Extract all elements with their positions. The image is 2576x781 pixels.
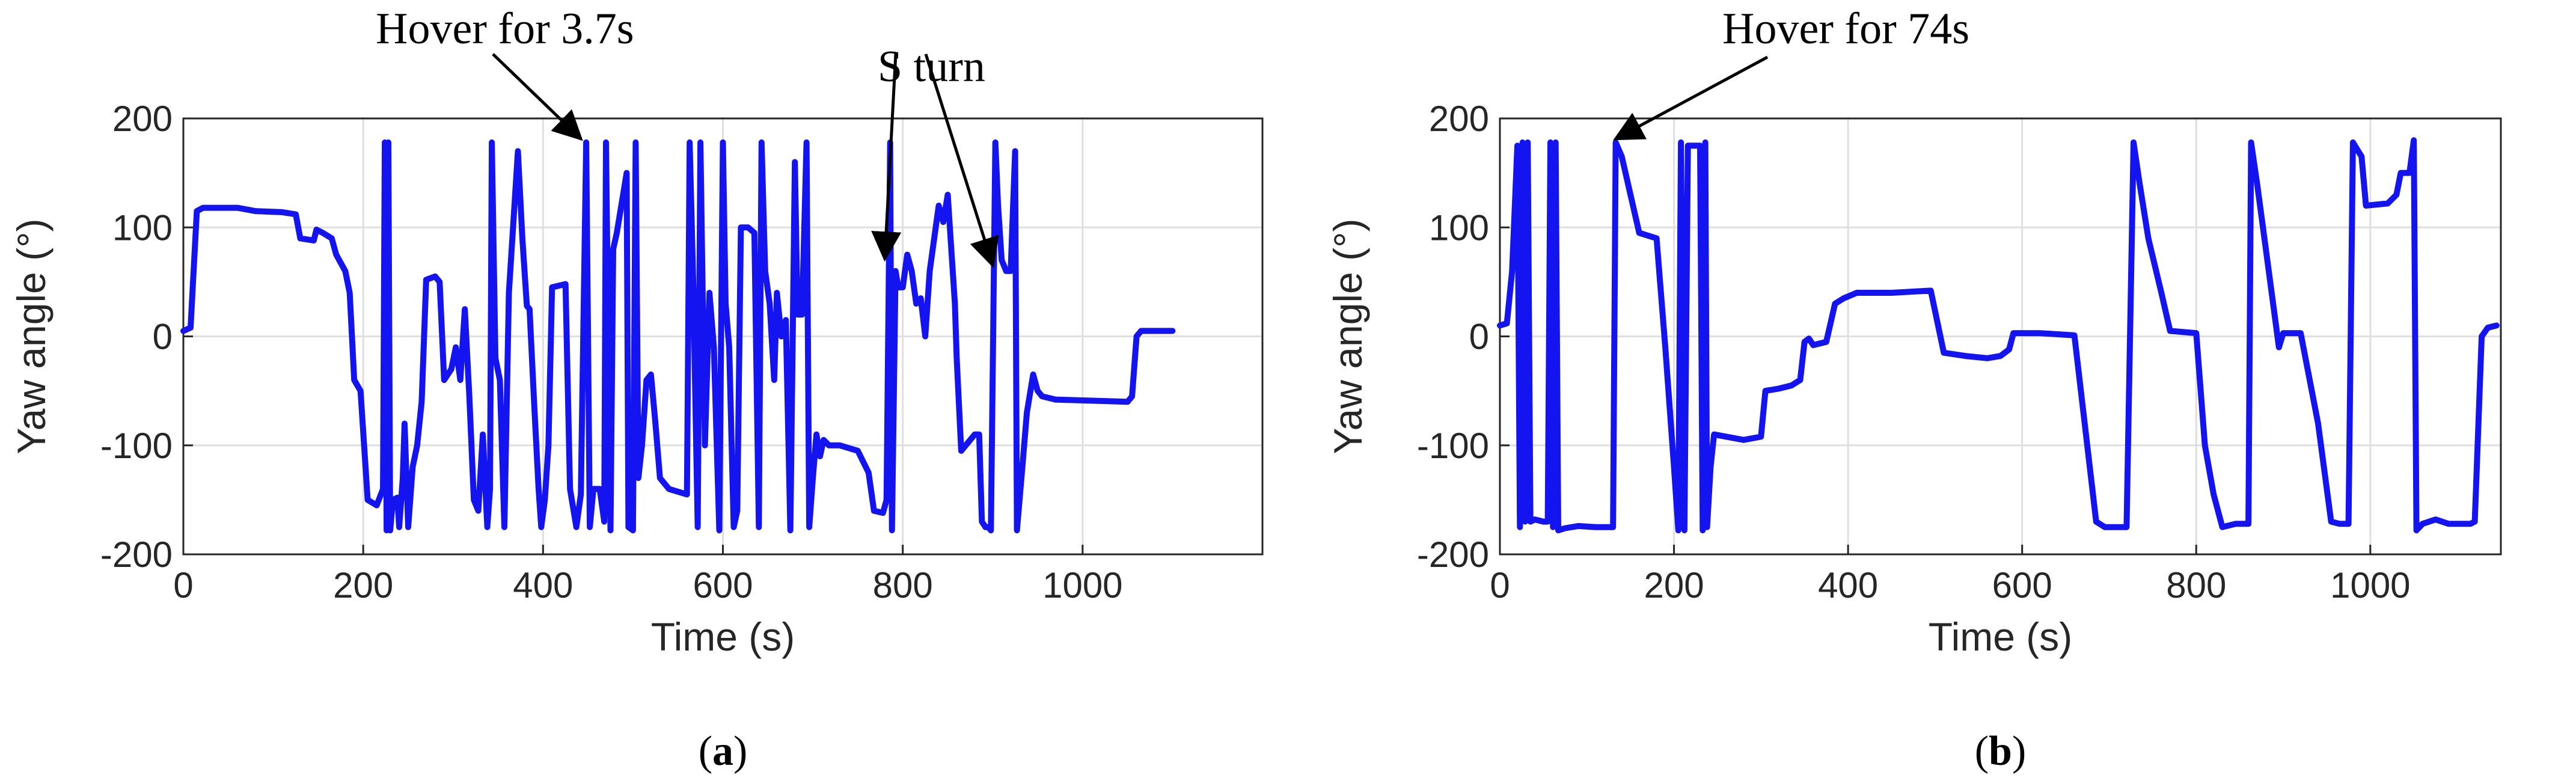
x-tick-label: 400: [513, 565, 573, 605]
y-ticks-a: -200 -100 0 100 200: [100, 99, 193, 575]
annotation-arrow: [924, 54, 999, 268]
annotation-text: Hover for 3.7s: [376, 4, 634, 54]
x-tick-label: 0: [1490, 565, 1510, 605]
x-tick-label: 0: [173, 565, 193, 605]
caption-b: (b): [1975, 728, 2027, 774]
x-axis-label-b: Time (s): [1929, 614, 2073, 659]
annotation-arrow: [1613, 55, 1769, 141]
y-tick-label: -200: [100, 534, 173, 575]
x-tick-label: 1000: [2330, 565, 2410, 605]
y-tick-label: 200: [1429, 99, 1489, 139]
y-ticks-b: -200 -100 0 100 200: [1417, 99, 1510, 575]
x-axis-label-a: Time (s): [651, 614, 795, 659]
y-tick-label: -200: [1417, 534, 1489, 575]
x-tick-label: 1000: [1042, 565, 1122, 605]
y-tick-label: 100: [112, 207, 173, 248]
yaw-series-b: [1497, 137, 2500, 534]
chart-panel-b: 0 200 400 600 800 1000 -200 -100 0 100 200 Time (…: [1326, 4, 2502, 774]
x-tick-label: 600: [1992, 565, 2052, 605]
annotations-b: Hover for 74s: [1613, 4, 1969, 141]
y-axis-label-a: Yaw angle (°): [9, 218, 54, 454]
x-tick-label: 600: [693, 565, 753, 605]
y-tick-label: 0: [153, 317, 173, 357]
x-ticks-b: 0 200 400 600 800 1000: [1490, 545, 2411, 605]
yaw-series-a: [180, 139, 1176, 534]
x-ticks-a: 0 200 400 600 800 1000: [173, 545, 1123, 605]
chart-panel-a: 0 200 400 600 800 1000 -200 -100 0 100 200 Time (…: [9, 4, 1264, 774]
x-tick-label: 400: [1818, 565, 1878, 605]
x-tick-label: 200: [333, 565, 393, 605]
annotations-a: Hover for 3.7sS turn: [376, 4, 999, 268]
annotation-text: Hover for 74s: [1722, 4, 1969, 54]
x-tick-label: 800: [2166, 565, 2226, 605]
annotation-arrow: [871, 54, 902, 262]
y-tick-label: 0: [1469, 317, 1489, 357]
y-axis-label-b: Yaw angle (°): [1326, 218, 1370, 454]
x-tick-label: 800: [873, 565, 933, 605]
y-tick-label: 100: [1429, 207, 1489, 248]
y-tick-label: 200: [112, 99, 173, 139]
caption-a: (a): [699, 728, 748, 774]
y-tick-label: -100: [100, 426, 173, 466]
y-tick-label: -100: [1417, 426, 1489, 466]
annotation-arrow: [492, 53, 583, 141]
x-tick-label: 200: [1644, 565, 1704, 605]
